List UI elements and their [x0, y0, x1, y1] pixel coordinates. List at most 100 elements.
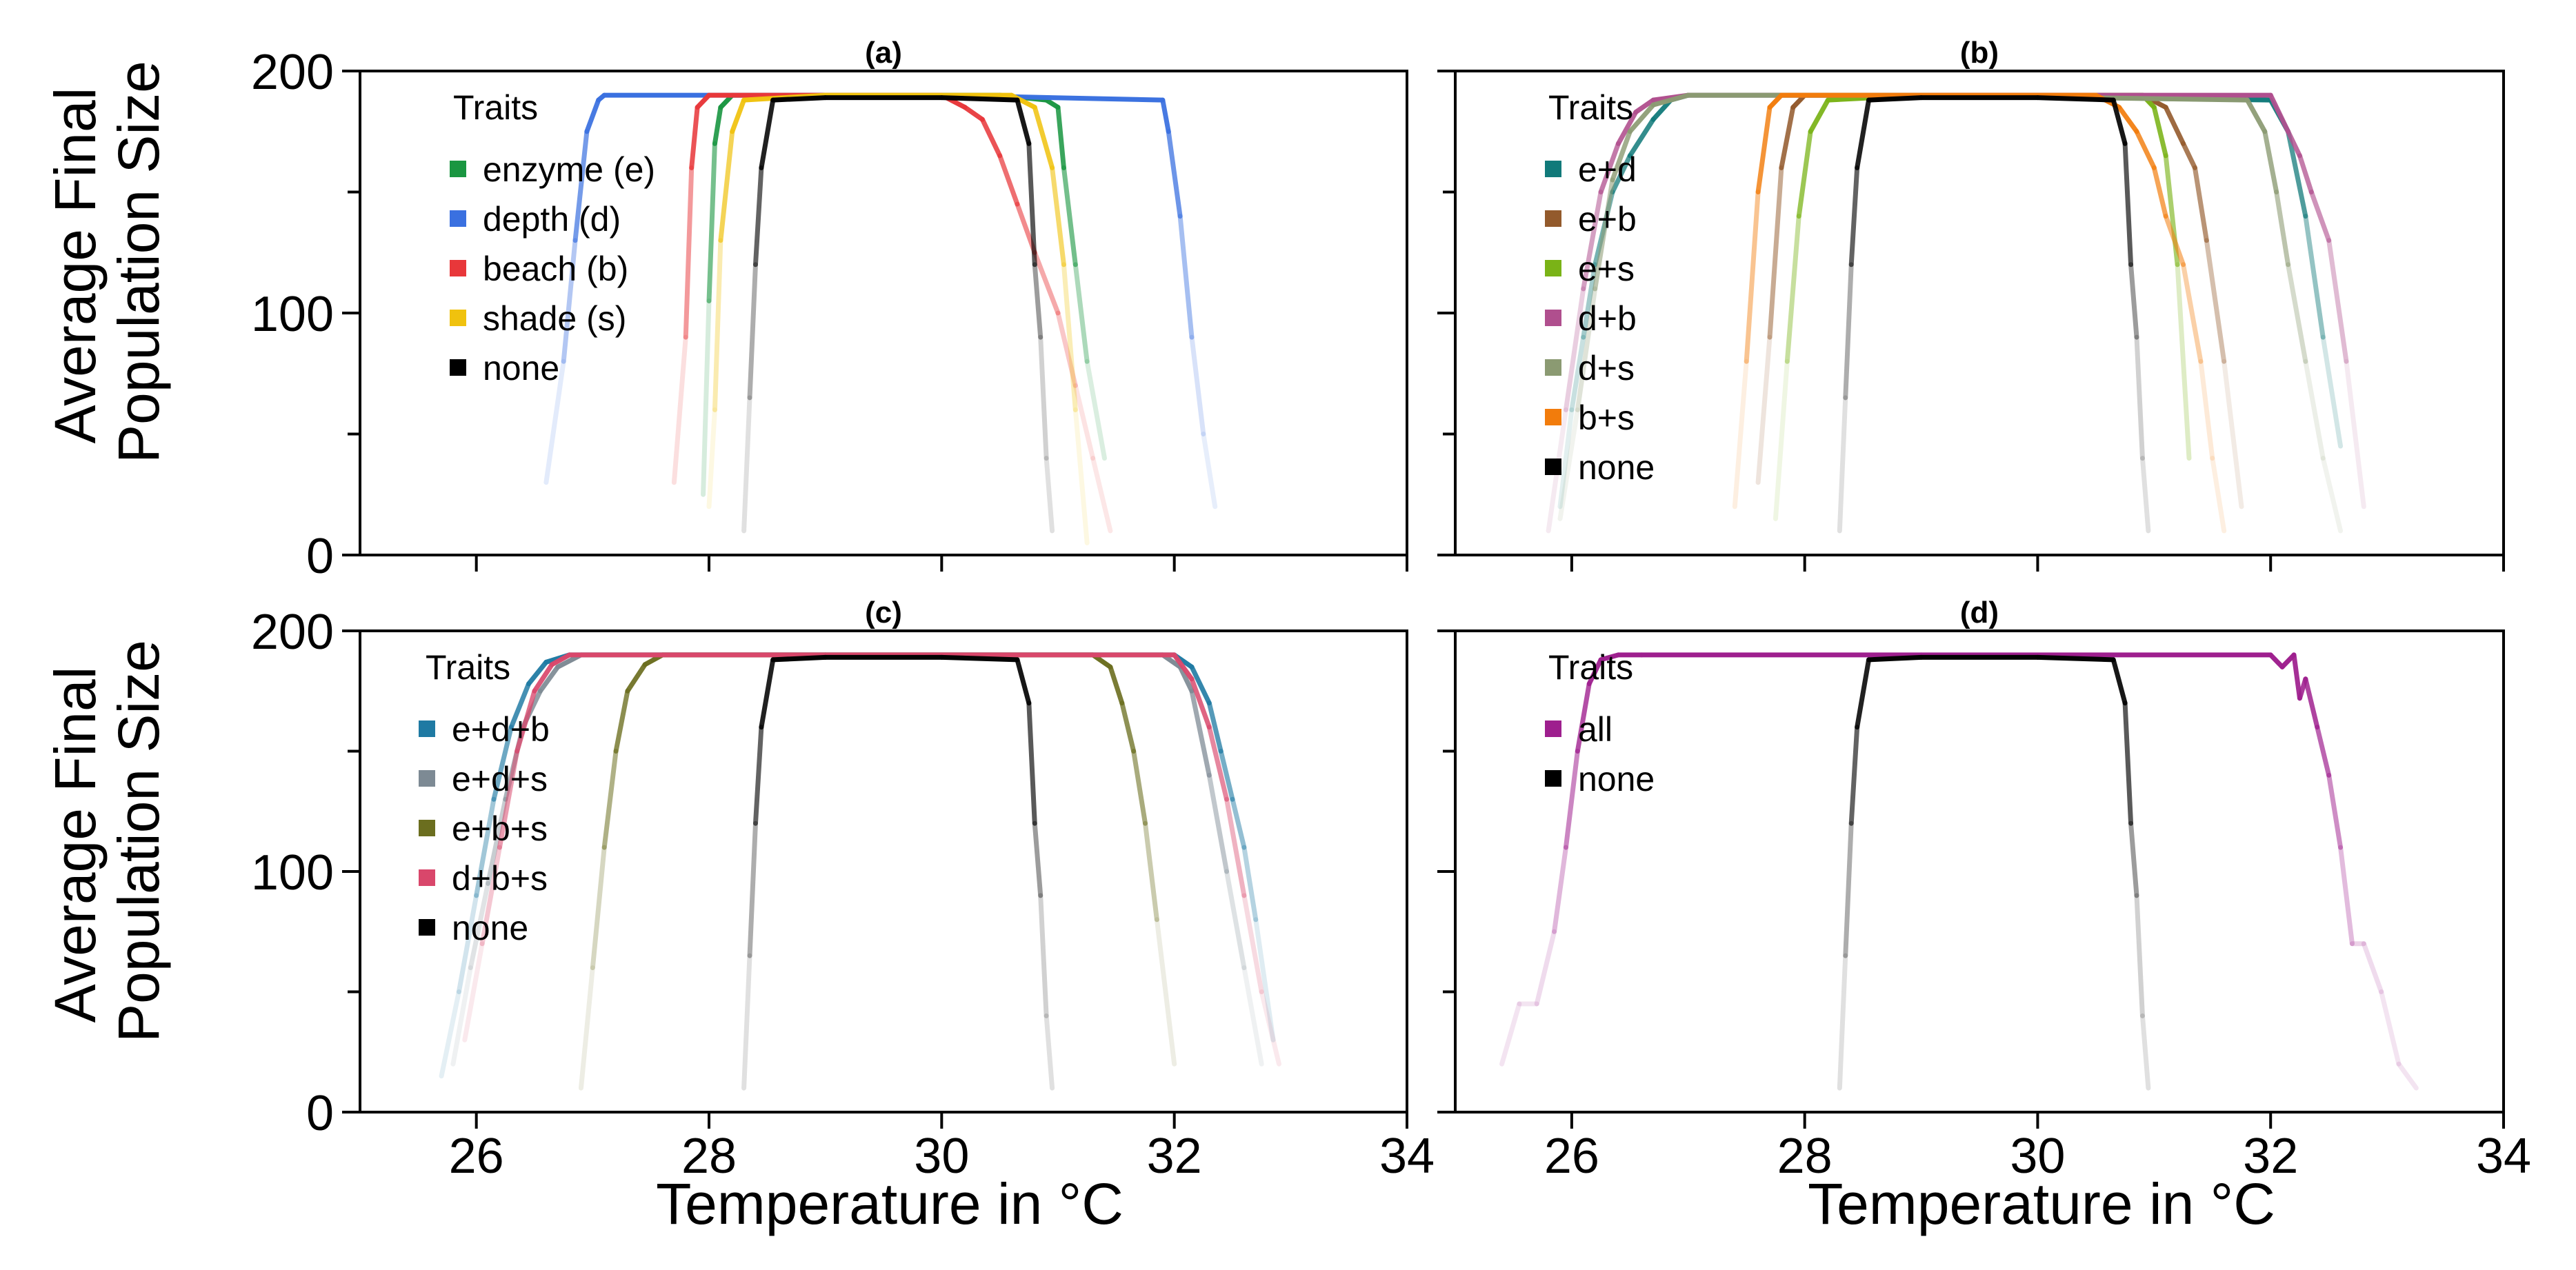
series-line-segment	[1767, 92, 1784, 110]
legend-swatch	[1545, 161, 1561, 177]
series-none	[741, 95, 1055, 534]
series-group	[1546, 92, 2366, 534]
series-line-segment	[1032, 820, 1044, 898]
series-line-segment	[1090, 456, 1113, 534]
series-line-segment	[474, 796, 497, 898]
x-axis-title-right: Temperature in °C	[1808, 1171, 2275, 1236]
series-line-segment	[2320, 456, 2344, 534]
series-line-segment	[497, 749, 520, 850]
series-line-segment	[752, 165, 764, 268]
legend-label: enzyme (e)	[483, 150, 655, 189]
series-line-segment	[1218, 749, 1235, 802]
series-line-segment	[1796, 129, 1813, 219]
x-tick-label: 34	[2476, 1129, 2531, 1184]
series-line-segment	[1843, 820, 1854, 958]
legend-swatch	[419, 919, 435, 936]
series-line-segment	[939, 654, 1020, 663]
series-line-segment	[1032, 105, 1055, 170]
series-line-segment	[671, 334, 688, 485]
chart-panels: (a) 0 100 200 Traits enzyme (e) depth (d) beach…	[251, 36, 2531, 1184]
series-line-segment	[706, 141, 717, 303]
series-line-segment	[1119, 700, 1137, 754]
series-line-segment	[590, 845, 607, 971]
series-line-segment	[1241, 965, 1264, 1067]
series-line-segment	[1172, 652, 1195, 682]
series-line-segment	[741, 395, 752, 534]
legend: Traits e+d e+b e+s d+b d+s b+s none	[1545, 88, 1655, 487]
series-line-segment	[1072, 407, 1090, 545]
series-line-segment	[1154, 917, 1177, 1067]
series-line-segment	[2326, 772, 2344, 850]
series-line-segment	[1131, 749, 1148, 826]
series-line-segment	[1143, 820, 1159, 923]
y-axis-title-bottom: Average Final Population Size	[43, 640, 171, 1042]
series-line-segment	[747, 820, 758, 958]
series-line-segment	[1569, 334, 1586, 412]
series-line-segment	[2286, 129, 2302, 159]
series-line-segment	[1084, 359, 1107, 461]
series-none	[1837, 654, 2151, 1091]
x-tick-label: 28	[681, 1129, 737, 1184]
legend-label: none	[483, 349, 559, 387]
series-line-segment	[1241, 893, 1264, 994]
series-e+b	[1755, 92, 2244, 510]
series-line-segment	[712, 238, 723, 412]
series-line-segment	[1166, 129, 1183, 219]
legend-label: d+b+s	[452, 859, 548, 898]
series-line-segment	[2320, 334, 2344, 449]
series-line-segment	[730, 97, 747, 134]
panel-title: (a)	[865, 36, 902, 70]
series-line-segment	[2122, 700, 2134, 826]
series-line-segment	[2338, 845, 2355, 947]
series-line-segment	[1072, 262, 1090, 364]
series-d+s	[1557, 92, 2344, 534]
series-line-segment	[1108, 664, 1125, 706]
series-line-segment	[572, 129, 590, 243]
series-line-segment	[1201, 432, 1218, 510]
series-group	[1499, 652, 2419, 1091]
series-line-segment	[1061, 262, 1078, 412]
series-line-segment	[1206, 700, 1224, 754]
series-line-segment	[1055, 310, 1078, 388]
series-line-segment	[1848, 165, 1860, 268]
series-line-segment	[1575, 286, 1598, 412]
series-line-segment	[1866, 654, 1924, 663]
x-tick-label: 34	[1379, 1129, 1435, 1184]
series-line-segment	[468, 880, 491, 971]
y-tick-label: 0	[306, 529, 334, 584]
series-group	[543, 92, 1218, 545]
series-line-segment	[2122, 141, 2134, 268]
legend-swatch	[1545, 458, 1561, 475]
legend-label: all	[1578, 710, 1613, 749]
legend-label: beach (b)	[483, 250, 628, 288]
series-line-segment	[2128, 262, 2139, 340]
series-line-segment	[1563, 749, 1580, 850]
legend-label: e+d+b	[452, 710, 550, 749]
chart-panel-2: (c) 0 100 200 26 28 30 32 34 Traits e+d+b e+d+s e+b+…	[251, 596, 1435, 1184]
series-line-segment	[1177, 664, 1195, 694]
series-line-segment	[2117, 105, 2139, 134]
series-line-segment	[741, 953, 752, 1091]
y-tick-label: 100	[251, 845, 334, 900]
series-line-segment	[543, 359, 566, 485]
series-line-segment	[997, 153, 1020, 207]
series-line-segment	[508, 681, 532, 730]
series-line-segment	[939, 95, 1020, 103]
legend-swatch	[450, 161, 466, 177]
series-line-segment	[491, 725, 514, 802]
series-line-segment	[2204, 238, 2227, 364]
series-line-segment	[462, 941, 485, 1042]
series-d+b	[1546, 92, 2366, 534]
series-line-segment	[1563, 286, 1586, 412]
series-line-segment	[2308, 190, 2332, 243]
series-line-segment	[2163, 214, 2186, 268]
legend-swatch	[419, 820, 435, 836]
series-line-segment	[613, 688, 630, 754]
series-line-segment	[2221, 359, 2244, 510]
series-line-segment	[532, 662, 555, 694]
legend-label: none	[1578, 760, 1655, 798]
series-line-segment	[2315, 725, 2332, 778]
x-tick-label: 26	[449, 1129, 504, 1184]
series-line-segment	[2361, 941, 2384, 994]
series-line-segment	[1044, 456, 1055, 534]
